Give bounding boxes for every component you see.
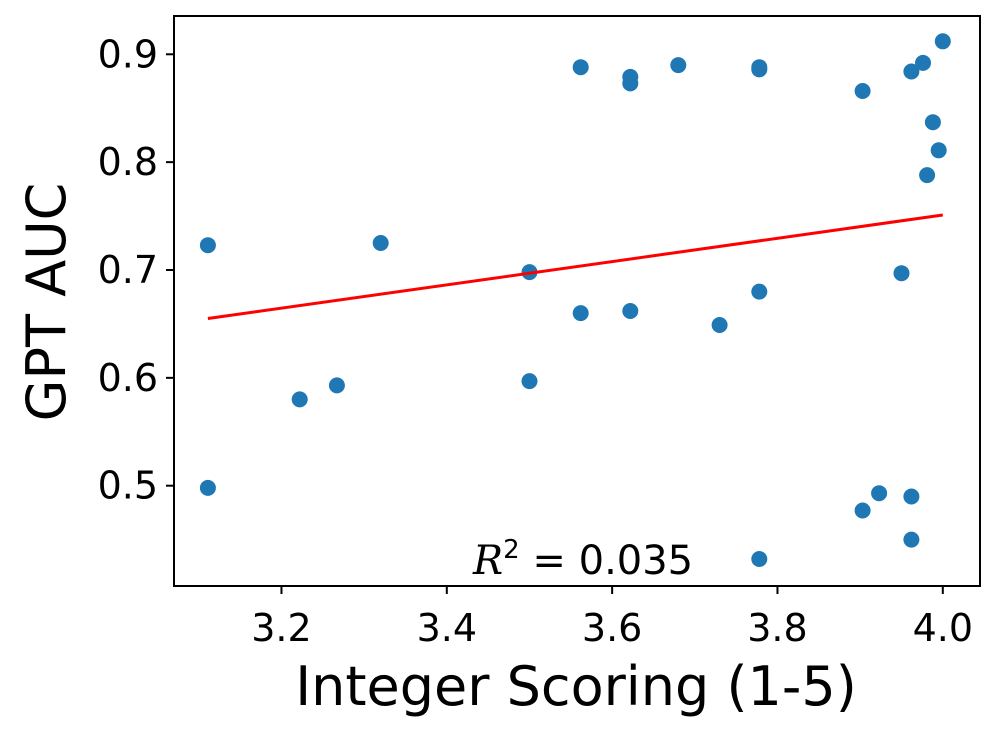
r-squared-annotation: R2 = 0.035 bbox=[472, 535, 693, 584]
data-point bbox=[751, 61, 768, 78]
data-point bbox=[372, 235, 389, 251]
r2-symbol: R bbox=[472, 538, 503, 584]
data-point bbox=[521, 373, 538, 390]
data-point bbox=[199, 479, 216, 496]
data-point bbox=[622, 303, 639, 319]
x-axis: 3.2 3.4 3.6 3.8 4.0 bbox=[251, 586, 973, 650]
data-point bbox=[711, 317, 728, 333]
data-point bbox=[572, 59, 589, 76]
data-point bbox=[854, 83, 871, 99]
data-point bbox=[903, 488, 920, 505]
data-point bbox=[328, 377, 345, 394]
data-point bbox=[751, 283, 768, 300]
plot-frame bbox=[173, 15, 981, 587]
y-tick-label: 0.9 bbox=[98, 32, 158, 76]
data-points bbox=[199, 33, 951, 567]
data-point bbox=[751, 551, 768, 567]
r2-value: = 0.035 bbox=[520, 538, 693, 584]
fit-line-layer bbox=[207, 213, 944, 321]
data-point bbox=[871, 485, 888, 502]
data-point bbox=[291, 391, 308, 408]
y-tick-label: 0.6 bbox=[98, 356, 158, 400]
data-point bbox=[930, 142, 947, 159]
data-point bbox=[924, 114, 941, 131]
x-tick-label: 3.4 bbox=[417, 606, 477, 650]
regression-line bbox=[207, 213, 944, 321]
data-point bbox=[199, 237, 216, 254]
data-point bbox=[854, 502, 871, 519]
y-tick-label: 0.5 bbox=[98, 464, 158, 508]
data-point bbox=[572, 305, 589, 322]
y-axis-title: GPT AUC bbox=[15, 183, 78, 422]
x-tick-label: 3.8 bbox=[747, 606, 807, 650]
x-tick-label: 3.2 bbox=[251, 606, 311, 650]
data-point bbox=[915, 54, 931, 71]
r2-exponent: 2 bbox=[503, 535, 520, 565]
y-tick-label: 0.8 bbox=[98, 140, 158, 184]
y-axis: 0.5 0.6 0.7 0.8 0.9 bbox=[98, 32, 174, 508]
data-point bbox=[670, 57, 687, 74]
x-axis-title: Integer Scoring (1-5) bbox=[295, 655, 857, 718]
x-tick-label: 3.6 bbox=[582, 606, 642, 650]
data-point bbox=[903, 63, 920, 80]
y-tick-label: 0.7 bbox=[98, 248, 158, 292]
data-point bbox=[919, 167, 936, 184]
data-point bbox=[893, 265, 910, 282]
data-point bbox=[934, 33, 951, 50]
x-tick-label: 4.0 bbox=[913, 606, 973, 650]
data-point bbox=[622, 75, 639, 92]
data-point bbox=[903, 531, 920, 548]
